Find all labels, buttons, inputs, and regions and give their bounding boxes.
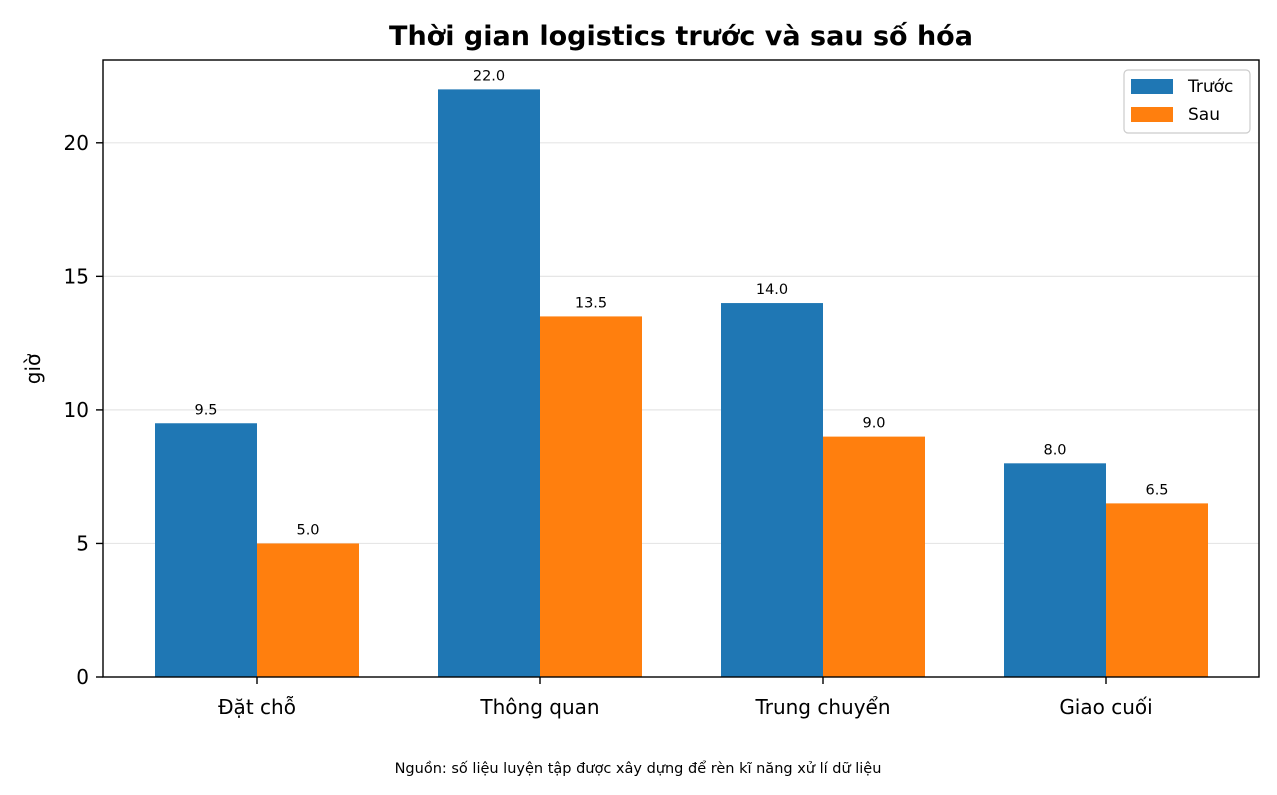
data-label-sau-2: 9.0 (862, 416, 885, 432)
x-axis: Đặt chỗ Thông quan Trung chuyển Giao cuối (218, 677, 1153, 719)
legend-label-truoc: Trước (1187, 77, 1233, 97)
legend-swatch-truoc (1131, 79, 1173, 94)
x-tick-label-3: Giao cuối (1059, 695, 1152, 719)
plot-area-frame (102, 59, 1260, 678)
data-label-sau-0: 5.0 (296, 522, 319, 538)
data-label-truoc-0: 9.5 (194, 402, 217, 418)
bar-truoc-2 (721, 303, 823, 677)
y-tick-label-0: 0 (76, 665, 89, 689)
bar-truoc-0 (155, 423, 257, 677)
y-axis-label: giờ (21, 353, 45, 384)
legend-swatch-sau (1131, 107, 1173, 122)
chart-title: Thời gian logistics trước và sau số hóa (389, 21, 973, 52)
y-tick-label-3: 15 (64, 264, 89, 288)
x-tick-label-1: Thông quan (479, 695, 599, 719)
y-tick-label-2: 10 (64, 398, 89, 422)
bar-sau-0 (257, 543, 359, 677)
data-label-truoc-2: 14.0 (756, 282, 788, 298)
bars (155, 89, 1208, 677)
data-label-sau-3: 6.5 (1145, 482, 1168, 498)
x-tick-label-2: Trung chuyển (754, 695, 890, 719)
x-tick-label-0: Đặt chỗ (218, 695, 296, 719)
bar-sau-1 (540, 316, 642, 677)
data-label-truoc-1: 22.0 (473, 68, 505, 84)
legend: Trước Sau (1123, 69, 1251, 134)
y-axis: 0 5 10 15 20 (64, 131, 103, 689)
bar-truoc-1 (438, 89, 540, 677)
bar-sau-3 (1106, 503, 1208, 677)
bar-truoc-3 (1004, 463, 1106, 677)
data-label-sau-1: 13.5 (575, 295, 607, 311)
y-tick-label-4: 20 (64, 131, 89, 155)
bar-sau-2 (823, 436, 925, 677)
data-labels: 9.5 22.0 14.0 8.0 5.0 13.5 9.0 6.5 (194, 68, 1168, 538)
data-label-truoc-3: 8.0 (1043, 442, 1066, 458)
y-tick-label-1: 5 (76, 531, 89, 555)
legend-label-sau: Sau (1188, 105, 1220, 125)
source-note: Nguồn: số liệu luyện tập được xây dựng đ… (395, 760, 882, 777)
